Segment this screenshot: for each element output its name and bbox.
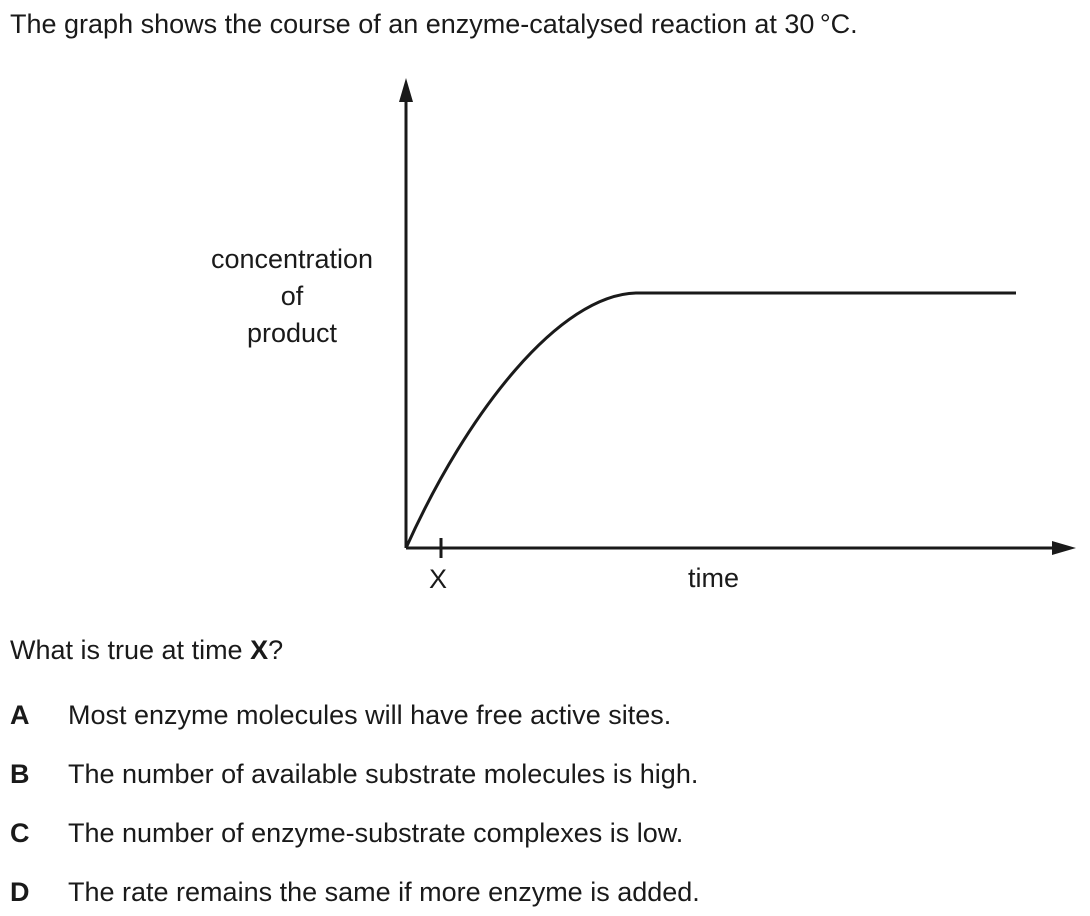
option-letter: B xyxy=(10,759,30,789)
question-prompt-suffix: ? xyxy=(268,635,284,665)
reaction-curve xyxy=(404,291,1016,549)
question-stem: The graph shows the course of an enzyme-… xyxy=(10,9,858,39)
question-prompt-prefix: What is true at time xyxy=(10,635,251,665)
y-axis-label-line-3: product xyxy=(246,318,338,348)
x-axis xyxy=(406,541,1076,555)
option-text: The number of enzyme-substrate complexes… xyxy=(68,818,684,848)
option-text: The number of available substrate molecu… xyxy=(68,759,699,789)
y-axis-arrowhead xyxy=(399,78,413,102)
option-letter: A xyxy=(10,700,30,730)
x-tick-label: X xyxy=(429,564,448,594)
y-axis-label: concentration of product xyxy=(192,241,392,352)
y-axis-label-line-2: of xyxy=(280,281,304,311)
option-letter: C xyxy=(10,818,30,848)
y-axis xyxy=(399,78,413,548)
option-text: The rate remains the same if more enzyme… xyxy=(68,877,700,907)
question-prompt: What is true at time X? xyxy=(10,632,283,668)
option-letter: D xyxy=(10,877,30,907)
option-text: Most enzyme molecules will have free act… xyxy=(68,700,672,730)
y-axis-label-line-1: concentration xyxy=(210,244,374,274)
question-prompt-emphasis: X xyxy=(250,635,269,665)
x-axis-arrowhead xyxy=(1052,541,1076,555)
x-axis-label: time xyxy=(688,563,740,593)
